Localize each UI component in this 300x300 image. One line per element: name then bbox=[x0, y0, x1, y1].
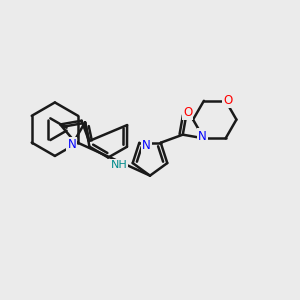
Text: N: N bbox=[68, 138, 76, 151]
Text: N: N bbox=[142, 139, 151, 152]
Text: NH: NH bbox=[111, 160, 128, 170]
Text: O: O bbox=[223, 94, 232, 107]
Text: O: O bbox=[183, 106, 192, 118]
Text: N: N bbox=[198, 130, 207, 142]
